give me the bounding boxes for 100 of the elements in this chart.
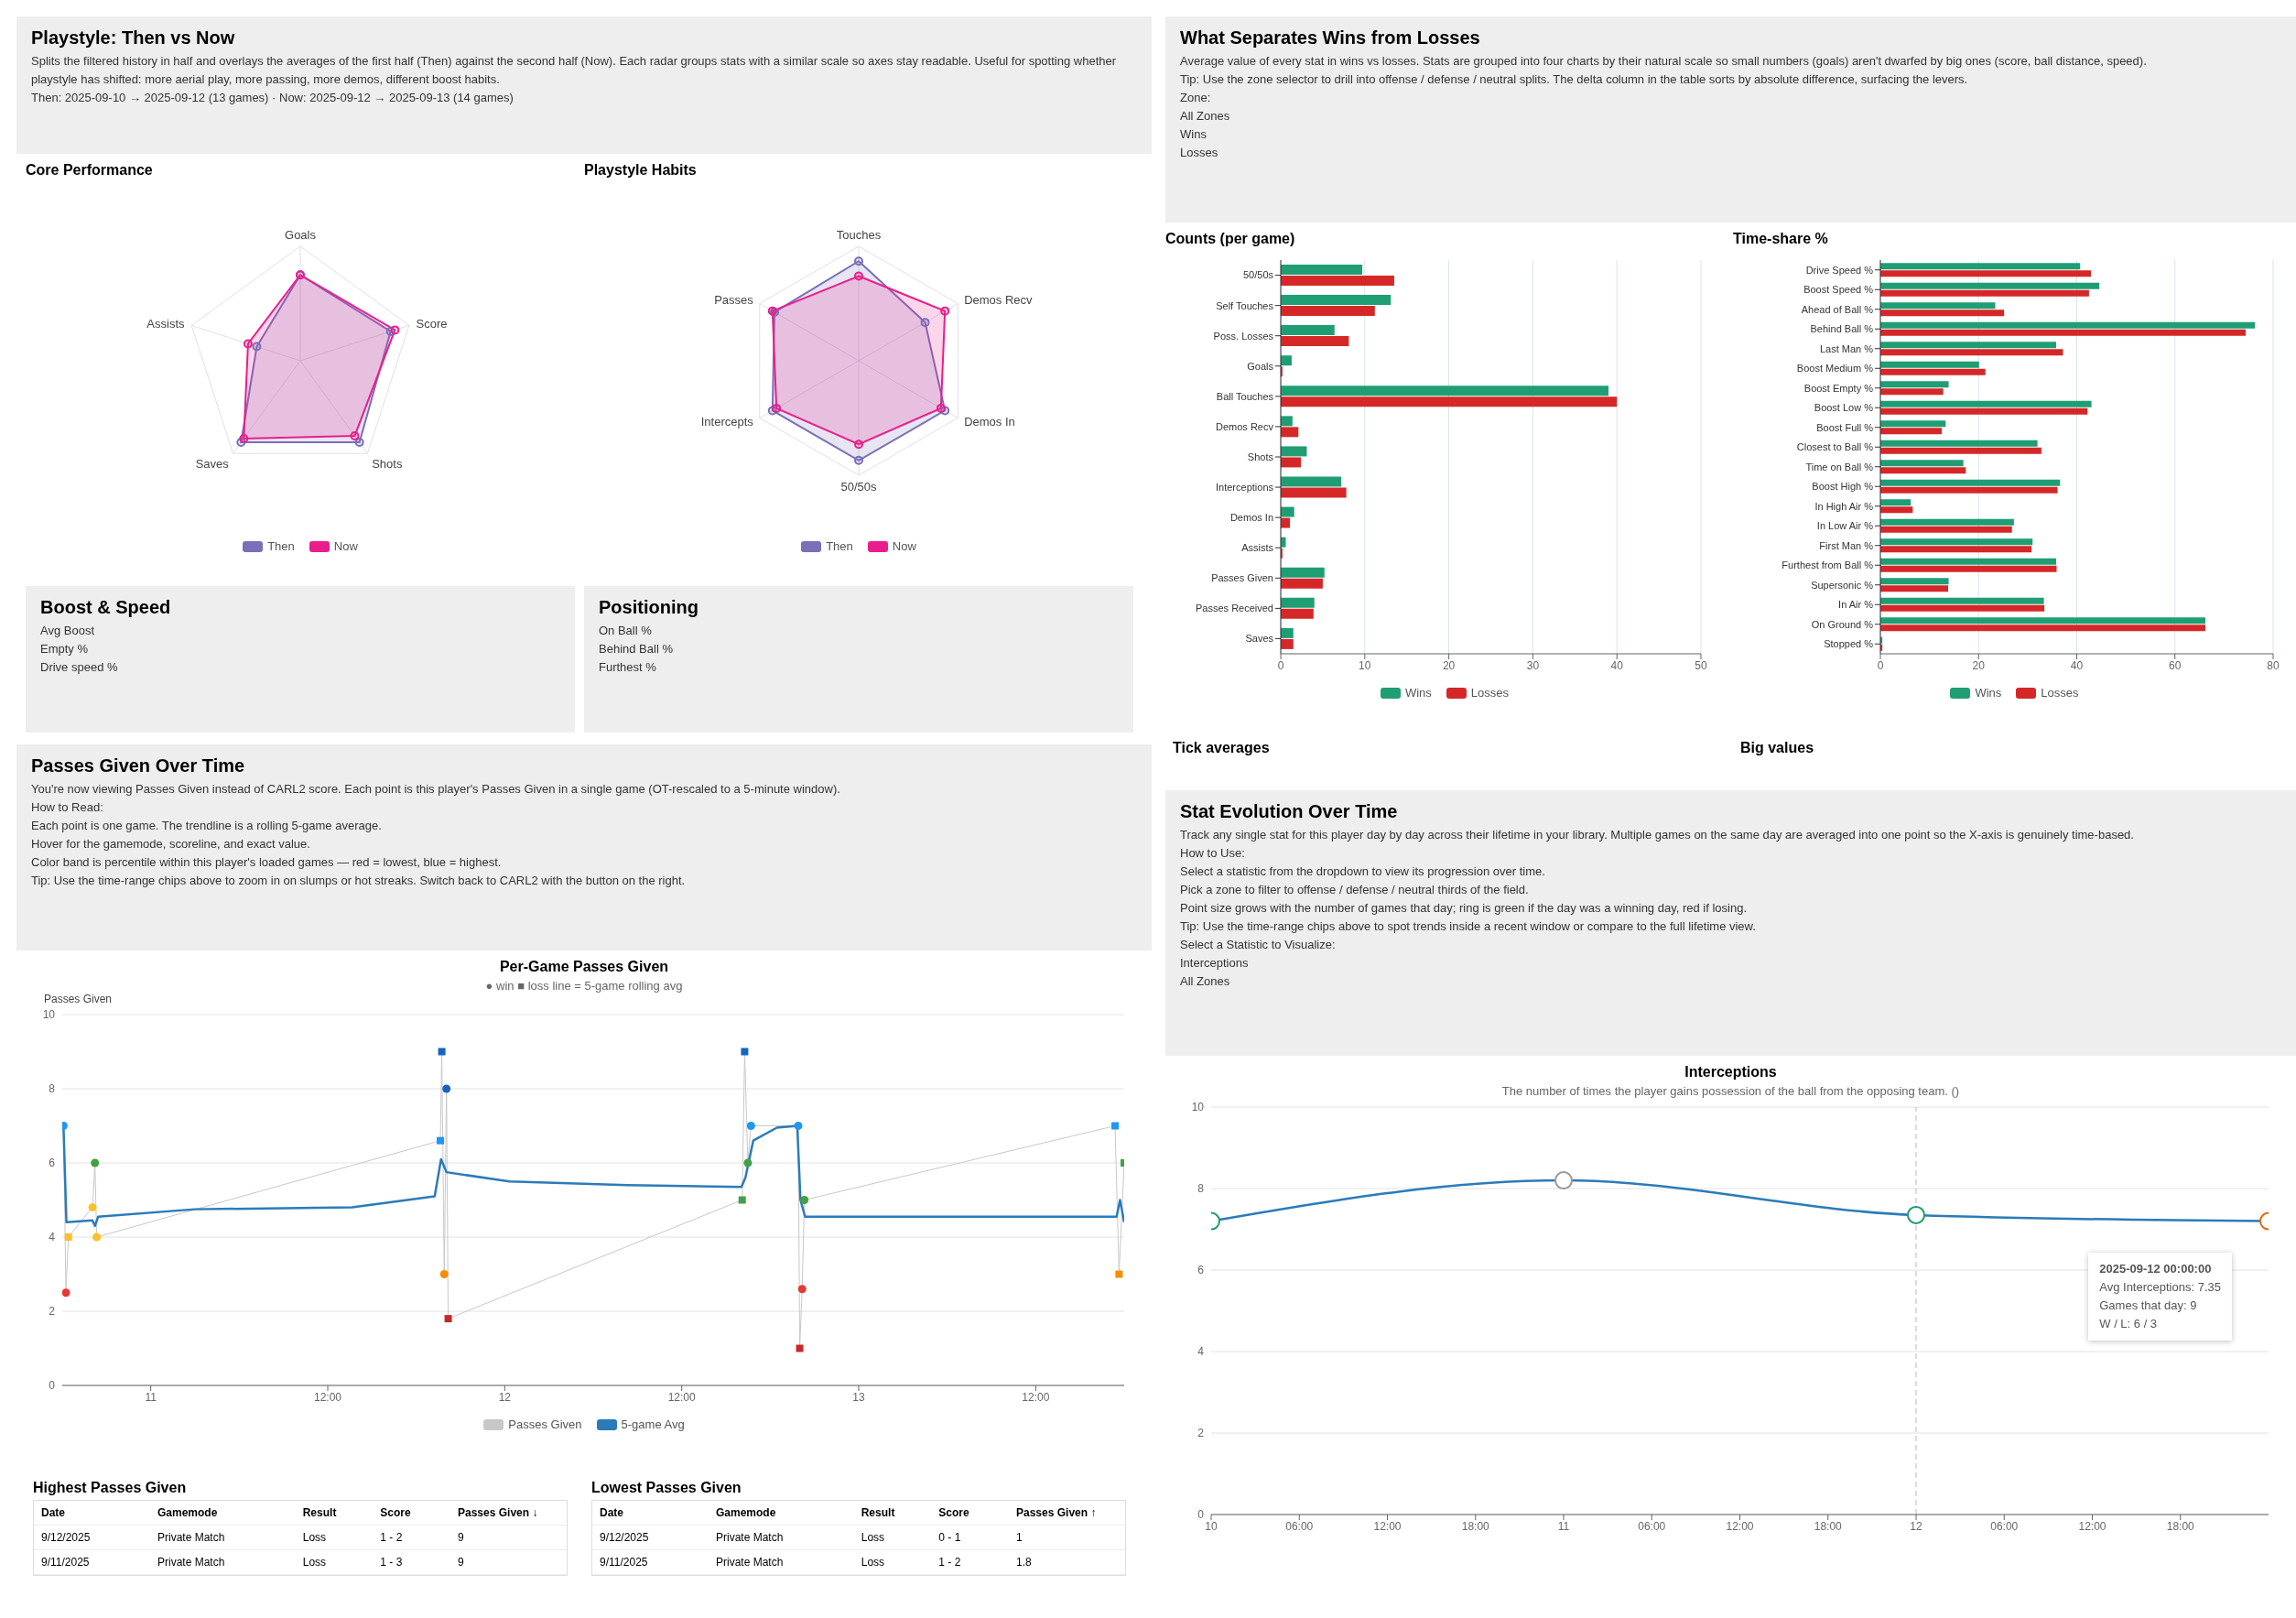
x-tick-label: 30 — [1526, 658, 1540, 672]
text: 0 - 1 — [931, 1526, 1010, 1550]
chart-subtitle: ● win ■ loss line = 5-game rolling avg — [484, 979, 684, 993]
text: 9 — [450, 1550, 567, 1575]
y-tick-label: 8 — [1197, 1182, 1205, 1196]
y-tick-label: 0 — [1197, 1508, 1205, 1522]
y-tick-label: Goals — [1247, 360, 1274, 372]
text: Highest Passes Given — [33, 1480, 188, 1496]
chart-title: Time-share % — [1733, 231, 1829, 247]
y-tick-label: Passes Given — [1211, 572, 1273, 584]
text: Score — [373, 1501, 451, 1526]
y-tick-label: 6 — [49, 1156, 56, 1170]
text: How to Use: — [1180, 845, 1246, 862]
text: Gamemode — [149, 1501, 296, 1526]
text: Playstyle: Then vs Now — [31, 27, 236, 49]
text: 1 - 2 — [373, 1526, 451, 1550]
spoke-label: Demos Recv — [964, 293, 1034, 308]
legend-label: Then — [266, 539, 295, 553]
x-tick-label: 10 — [1359, 658, 1371, 672]
text: Color band is percentile within this player's loaded games — red = lowest, blue = highest. — [31, 854, 503, 871]
spoke-label: Saves — [195, 456, 230, 471]
y-tick-label: Boost High % — [1812, 481, 1874, 493]
legend-label: 5-game Avg — [620, 1417, 685, 1431]
text: Behind Ball % — [599, 641, 674, 657]
y-tick-label: Assists — [1241, 542, 1274, 554]
spoke-label: Assists — [146, 316, 186, 331]
text: Loss — [853, 1526, 932, 1550]
chart-title: Interceptions — [1684, 1064, 1778, 1080]
annotation: 2025-09-12 00:00:00 — [2099, 1261, 2213, 1277]
text: Date — [592, 1501, 709, 1526]
text: Hover for the gamemode, scoreline, and exact value. — [31, 836, 311, 852]
y-tick-label: Behind Ball % — [1810, 323, 1874, 335]
y-tick-label: Interceptions — [1216, 481, 1274, 493]
text: Tip: Use the time-range chips above to zoom in on slumps or hot streaks. Switch back to CARL2 with the button on the right. — [31, 873, 687, 889]
spoke-label: Passes — [714, 293, 754, 308]
y-tick-label: In Low Air % — [1816, 520, 1874, 532]
y-tick-label: Furthest from Ball % — [1782, 559, 1874, 571]
y-tick-label: 8 — [49, 1082, 56, 1096]
legend-label: Wins — [1974, 686, 2002, 700]
text: You're now viewing Passes Given instead of CARL2 score. Each point is this player's Passes Given in a single game (OT-rescaled to a 5-minute window). — [31, 781, 841, 798]
x-tick-label: 60 — [2169, 658, 2182, 672]
text: What Separates Wins from Losses — [1180, 27, 1481, 49]
x-tick-label: 0 — [1877, 658, 1884, 672]
spoke-label: Touches — [836, 228, 882, 242]
y-tick-label: 2 — [1197, 1427, 1205, 1440]
legend-label: Losses — [1469, 686, 1510, 700]
chart-title: Playstyle Habits — [584, 162, 698, 179]
x-tick-label: 18:00 — [2166, 1519, 2195, 1533]
text: Score — [931, 1501, 1010, 1526]
text: Boost & Speed — [40, 597, 172, 618]
text: Lowest Passes Given — [591, 1480, 742, 1496]
text: Average value of every stat in wins vs losses. Stats are grouped into four charts by their natural scale so small numbers (goals) aren't dwarfed by big ones (score, ball distance, speed). — [1180, 53, 2148, 70]
text: Furthest % — [599, 659, 657, 676]
x-tick-label: 20 — [1442, 658, 1456, 672]
text: Then: 2025-09-10 → 2025-09-12 (13 games) · Now: 2025-09-12 → 2025-09-13 (14 games) — [31, 90, 514, 106]
chart-title: Counts (per game) — [1165, 231, 1296, 247]
text: Date — [34, 1501, 150, 1526]
y-tick-label: Closest to Ball % — [1796, 441, 1874, 453]
y-tick-label: 10 — [42, 1008, 56, 1022]
x-tick-label: 12:00 — [1022, 1390, 1050, 1404]
x-tick-label: 06:00 — [1285, 1519, 1314, 1533]
y-tick-label: Last Man % — [1819, 342, 1874, 354]
x-tick-label: 50 — [1695, 658, 1707, 672]
text: Passes Given ↓ — [450, 1501, 567, 1526]
legend-label: Now — [891, 539, 916, 553]
spoke-label: Demos In — [964, 415, 1015, 429]
text: Result — [295, 1501, 374, 1526]
x-tick-label: 12:00 — [2078, 1519, 2106, 1533]
text: Private Match — [149, 1526, 296, 1550]
text: Select a statistic from the dropdown to view its progression over time. — [1180, 863, 1546, 880]
legend-label: Wins — [1403, 686, 1432, 700]
text: Wins — [1180, 126, 1208, 143]
text: All Zones — [1180, 108, 1231, 125]
text: Splits the filtered history in half and overlays the averages of the first half (Then) against the second half (Now). Each radar groups stats with a similar scale so axes stay readable. Useful for spotting whether playstyle has shifted: more aerial play, more passing, more demos, different boost habits. — [31, 53, 1118, 88]
text: Private Match — [149, 1550, 296, 1575]
spoke-label: 50/50s — [840, 480, 878, 494]
text: Pick a zone to filter to offense / defense / neutral thirds of the field. — [1180, 882, 1530, 898]
text: Tip: Use the time-range chips above to spot trends inside a recent window or compare to the full lifetime view. — [1180, 918, 1757, 935]
text: Tick averages — [1173, 740, 1271, 756]
annotation: Games that day: 9 — [2099, 1298, 2198, 1314]
chart-title: Core Performance — [26, 162, 154, 179]
text: Tip: Use the zone selector to drill into offense / defense / neutral splits. The delta column in the table sorts by absolute difference, surfacing the levers. — [1180, 71, 1969, 88]
text: Loss — [295, 1526, 374, 1550]
y-tick-label: Ball Touches — [1216, 390, 1274, 402]
x-tick-label: 40 — [2070, 658, 2084, 672]
x-tick-label: 12:00 — [1373, 1519, 1402, 1533]
y-tick-label: In Air % — [1838, 599, 1874, 611]
text: 1 - 2 — [931, 1550, 1010, 1575]
y-tick-label: Supersonic % — [1811, 579, 1874, 591]
x-tick-label: 40 — [1610, 658, 1624, 672]
text: Passes Given ↑ — [1009, 1501, 1125, 1526]
text: Losses — [1180, 145, 1219, 161]
x-tick-label: 12:00 — [1726, 1519, 1754, 1533]
x-tick-label: 06:00 — [1638, 1519, 1666, 1533]
y-tick-label: 6 — [1197, 1264, 1205, 1277]
legend-label: Now — [332, 539, 358, 553]
legend-label: Passes Given — [507, 1417, 582, 1431]
spoke-label: Goals — [285, 228, 317, 242]
y-tick-label: 0 — [49, 1379, 56, 1393]
text: Point size grows with the number of games that day; ring is green if the day was a winning day, red if losing. — [1180, 900, 1749, 917]
